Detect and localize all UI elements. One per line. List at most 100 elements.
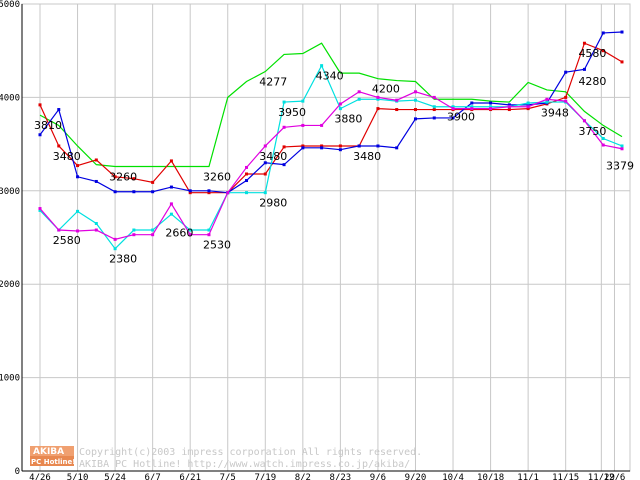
x-tick-label: 8/2	[295, 473, 311, 480]
series-point	[451, 105, 455, 109]
series-point	[526, 105, 530, 109]
series-point	[207, 191, 211, 195]
y-tick-label: 1000	[0, 374, 20, 384]
y-tick-label: 4000	[0, 93, 20, 103]
series-point	[94, 158, 98, 162]
series-point	[526, 107, 530, 111]
series-point	[263, 161, 267, 165]
x-tick-label: 12/6	[604, 473, 626, 480]
series-point	[76, 209, 80, 213]
series-point	[489, 101, 493, 105]
series-point	[38, 103, 42, 107]
data-label: 2980	[259, 197, 287, 210]
series-point	[282, 163, 286, 167]
series-point	[245, 191, 249, 195]
series-point	[601, 49, 605, 53]
series-point	[564, 95, 568, 99]
series-point	[432, 108, 436, 112]
series-point	[489, 105, 493, 109]
series-point	[545, 100, 549, 104]
series-point	[601, 31, 605, 35]
series-point	[470, 107, 474, 111]
series-point	[113, 237, 117, 241]
y-tick-label: 3000	[0, 187, 20, 197]
series-point	[263, 191, 267, 195]
series-point	[38, 133, 42, 137]
series-point	[582, 119, 586, 123]
series-point	[263, 144, 267, 148]
series-point	[320, 64, 324, 68]
series-point	[132, 177, 136, 181]
series-point	[226, 191, 230, 195]
series-point	[301, 144, 305, 148]
series-point	[451, 116, 455, 120]
data-label: 4280	[578, 75, 606, 88]
data-label: 3379	[606, 159, 634, 172]
series-point	[338, 144, 342, 148]
series-point	[395, 98, 399, 102]
series-point	[470, 105, 474, 109]
series-point	[76, 229, 80, 233]
series-point	[57, 228, 61, 232]
series-point	[169, 202, 173, 206]
data-label: 3260	[203, 171, 231, 184]
data-label: 3950	[278, 106, 306, 119]
series-point	[507, 105, 511, 109]
series-point	[545, 97, 549, 101]
x-axis-ticks: 4/26 5/10 5/24 6/7 6/21 7/5 7/19 8/2 8/23 9/6 9/20…	[29, 473, 625, 480]
data-label: 2530	[203, 239, 231, 252]
series-point	[132, 228, 136, 232]
series-line-2	[39, 42, 623, 194]
series-point	[432, 105, 436, 109]
copyright-line: Copyright(c)2003 impress corporation All…	[79, 447, 422, 458]
x-tick-label: 7/19	[254, 473, 276, 480]
y-axis-ticks: 0 1000 2000 3000 4000 5000	[0, 0, 20, 477]
series-point	[601, 143, 605, 147]
series-point	[338, 102, 342, 106]
series-point	[188, 191, 192, 195]
series-point	[282, 145, 286, 149]
series-point	[207, 228, 211, 232]
series-point	[413, 117, 417, 121]
x-tick-label: 6/21	[179, 473, 201, 480]
data-label: 2580	[53, 234, 81, 247]
series-point	[113, 247, 117, 251]
y-tick-label: 5000	[0, 0, 20, 10]
series-point	[620, 30, 624, 34]
logo-bottom-text: PC Hotline!	[31, 458, 75, 466]
data-label: 4277	[259, 76, 287, 89]
series-point	[320, 144, 324, 148]
series-point	[188, 233, 192, 237]
x-tick-label: 5/10	[67, 473, 89, 480]
x-tick-label: 11/15	[552, 473, 579, 480]
x-tick-label: 10/18	[477, 473, 504, 480]
series-point	[357, 97, 361, 101]
series-point	[451, 107, 455, 111]
series-point	[413, 98, 417, 102]
series-point	[620, 147, 624, 151]
series-point	[282, 100, 286, 104]
data-label: 4340	[316, 70, 344, 83]
series-group	[38, 30, 624, 251]
data-label: 4200	[372, 83, 400, 96]
data-label: 3810	[34, 119, 62, 132]
series-point	[376, 144, 380, 148]
x-tick-label: 11/29	[588, 473, 615, 480]
data-label: 3948	[541, 106, 569, 119]
series-point	[601, 136, 605, 140]
series-point	[188, 189, 192, 193]
series-point	[76, 164, 80, 168]
series-point	[76, 175, 80, 179]
series-line-1	[39, 42, 623, 168]
x-tick-label: 11/1	[517, 473, 539, 480]
series-point	[489, 107, 493, 111]
data-label: 3480	[353, 150, 381, 163]
data-label: 3900	[447, 111, 475, 124]
series-point	[169, 212, 173, 216]
series-point	[282, 125, 286, 129]
series-point	[301, 99, 305, 103]
x-tick-label: 10/4	[442, 473, 464, 480]
y-tick-label: 0	[15, 467, 20, 477]
series-line-5	[39, 91, 623, 241]
